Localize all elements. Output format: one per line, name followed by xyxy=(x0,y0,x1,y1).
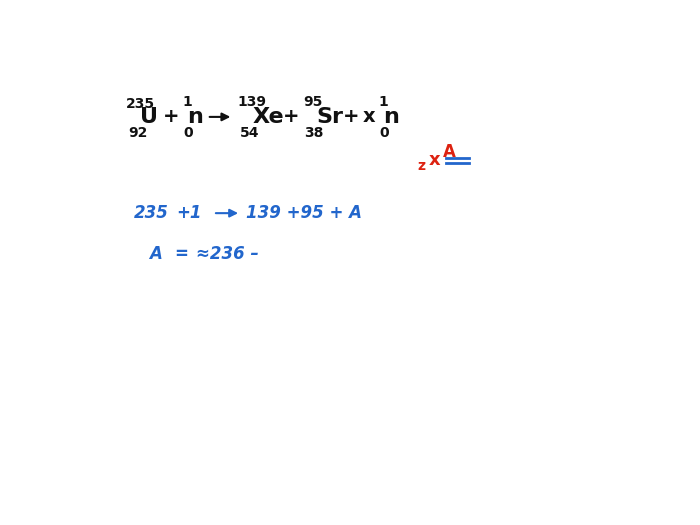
Text: +: + xyxy=(343,108,360,127)
Text: 92: 92 xyxy=(128,126,147,140)
Text: +1: +1 xyxy=(176,204,202,222)
Text: Xe: Xe xyxy=(253,107,284,127)
Text: Sr: Sr xyxy=(316,107,343,127)
Text: 139: 139 xyxy=(237,95,266,109)
Text: U: U xyxy=(140,107,158,127)
Text: x: x xyxy=(363,108,375,127)
Text: 54: 54 xyxy=(240,126,260,140)
Text: 139 +95 + A: 139 +95 + A xyxy=(246,204,363,222)
Text: A: A xyxy=(443,143,456,161)
Text: z: z xyxy=(417,159,425,173)
Text: 38: 38 xyxy=(304,126,324,140)
Text: =: = xyxy=(174,245,188,263)
Text: 0: 0 xyxy=(379,126,389,140)
Text: +: + xyxy=(162,108,179,127)
Text: 0: 0 xyxy=(183,126,193,140)
Text: A: A xyxy=(150,245,162,263)
Text: ≈236 –: ≈236 – xyxy=(196,245,259,263)
Text: 235: 235 xyxy=(134,204,169,222)
Text: 95: 95 xyxy=(303,95,322,109)
Text: 1: 1 xyxy=(378,95,388,109)
Text: n: n xyxy=(383,107,399,127)
Text: +: + xyxy=(283,108,300,127)
Text: 235: 235 xyxy=(126,97,155,111)
Text: n: n xyxy=(187,107,202,127)
Text: 1: 1 xyxy=(182,95,192,109)
Text: x: x xyxy=(428,151,440,169)
